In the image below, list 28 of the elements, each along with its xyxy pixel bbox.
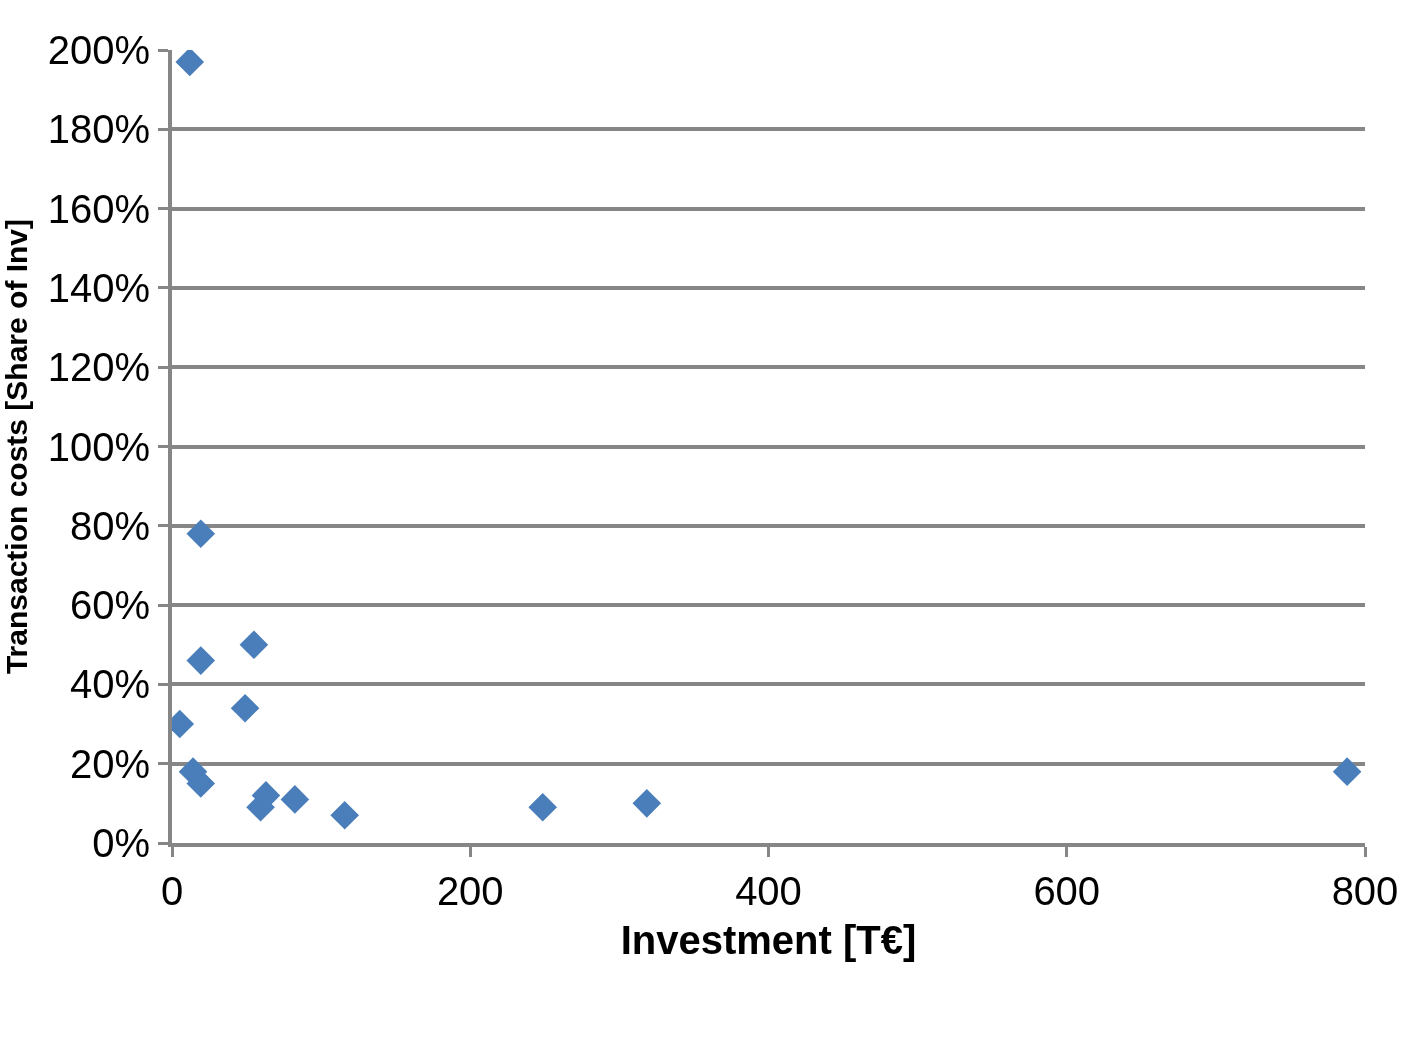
point [175,50,205,77]
x-axis-title: Investment [T€] [620,918,917,962]
y-tick-label: 200% [47,28,150,72]
point [528,793,558,822]
y-tick-label: 100% [47,424,150,469]
y-tick-label: 160% [47,186,150,231]
y-tick-label: 140% [47,265,150,310]
y-tick-label: 40% [69,662,150,707]
point [632,789,662,818]
point [186,646,216,675]
point [1332,757,1362,786]
y-tick-label: 60% [69,583,150,628]
x-tick-label: 400 [735,869,802,913]
x-tick-label: 0 [160,869,184,913]
y-tick-label: 120% [47,345,150,390]
y-tick-label: 20% [69,741,150,786]
y-tick-label: 0% [92,821,150,865]
point [186,519,216,549]
y-axis-title: Transaction costs [Share of Inv] [0,218,33,675]
point [230,693,260,723]
x-tick-label: 600 [1033,869,1101,913]
x-tick-label: 200 [436,869,504,913]
point [280,785,310,814]
point [239,630,269,660]
y-tick-label: 180% [47,107,150,152]
y-tick-label: 80% [69,503,150,548]
point [330,800,359,830]
x-tick-label: 800 [1331,869,1399,913]
